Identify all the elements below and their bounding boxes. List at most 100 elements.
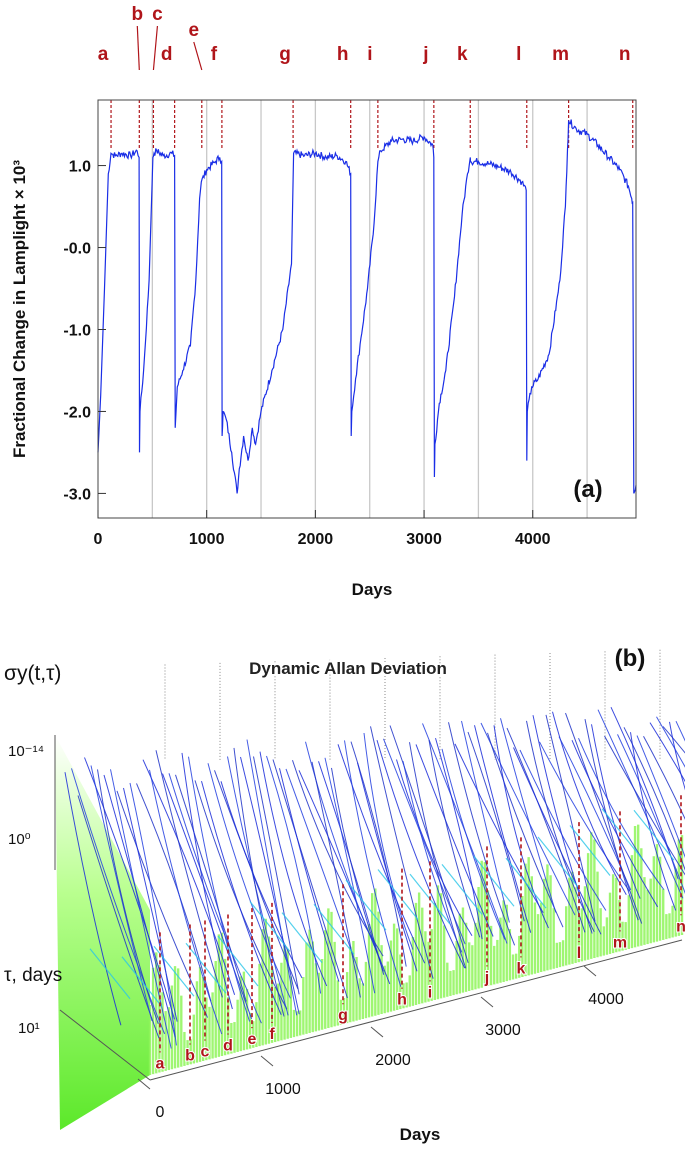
chart-b-trace-54: [415, 744, 494, 937]
chart-b-marker-label-m: m: [613, 934, 627, 951]
chart-b-trace-65: [487, 732, 564, 928]
chart-b-trace-4: [90, 765, 153, 1022]
chart-b-trace-19: [188, 756, 251, 1022]
chart-b-axes: [54, 735, 683, 1081]
chart-b-y-axis-label: τ, days: [4, 965, 62, 986]
chart-a-x-axis-label: Days: [352, 580, 393, 599]
chart-b-trace-41: [331, 767, 384, 972]
chart-b-trace-18: [181, 752, 233, 1010]
chart-b-trace-58: [441, 748, 506, 940]
chart-b-trace-82: [597, 709, 684, 899]
chart-b-cyan-6: [281, 912, 323, 964]
chart-b-trace-92: [662, 726, 685, 754]
chart-b-trace-22: [207, 763, 291, 999]
chart-b-trace-80: [584, 719, 639, 921]
chart-b-x-tick-label-3: 3000: [485, 1022, 521, 1039]
chart-b-y-axis: [59, 1009, 151, 1081]
chart-b-cyan-4: [217, 935, 259, 987]
chart-b-trace-21: [201, 780, 282, 1016]
chart-a-y-tick-label-2: -1.0: [63, 322, 91, 339]
chart-b-trace-38: [311, 761, 361, 998]
chart-b-cyan-11: [441, 864, 483, 915]
chart-b-cyan-1: [121, 956, 163, 1008]
chart-a-marker-label-g: g: [279, 44, 291, 65]
chart-b-z-axis-label: σy(t,τ): [4, 662, 61, 685]
chart-b-trace-87: [630, 732, 677, 911]
chart-b-trace-29: [253, 756, 300, 995]
chart-b-trace-13: [149, 769, 223, 1035]
chart-b-trace-52: [402, 760, 463, 953]
chart-a-marker-label-d: d: [161, 44, 173, 65]
chart-b-trace-36: [298, 770, 391, 985]
chart-b-trace-40: [324, 757, 376, 994]
chart-b-marker-label-n: n: [676, 918, 685, 935]
chart-a-y-tick-label-4: -3.0: [63, 486, 91, 503]
chart-b-trace-42: [337, 744, 426, 964]
chart-b-trace-85: [617, 734, 685, 895]
chart-b-trace-15: [162, 773, 253, 1019]
chart-b-trace-90: [649, 722, 685, 783]
chart-b-marker-label-f: f: [269, 1026, 275, 1043]
chart-b-cyan-14: [537, 836, 579, 888]
chart-b-trace-9: [123, 787, 178, 1022]
chart-b-cyan-13: [505, 857, 547, 909]
chart-a-marker-label-b: b: [131, 4, 143, 25]
chart-b-trace-0: [64, 772, 122, 1026]
chart-b-cyan-8: [345, 879, 387, 931]
chart-a-marker-leader-b: [136, 25, 140, 71]
chart-b-left-face: [55, 735, 150, 1130]
chart-b-x-tick-3: [480, 996, 494, 1008]
chart-b-trace-6: [103, 774, 176, 1038]
chart-a-marker-label-e: e: [189, 20, 200, 41]
chart-a-marker-label-a: a: [98, 44, 109, 65]
chart-b-trace-88: [636, 735, 685, 858]
chart-b-trace-66: [493, 725, 549, 929]
chart-a-marker-label-i: i: [367, 44, 372, 65]
chart-a-y-axis-label: Fractional Change in Lamplight × 10³: [10, 160, 29, 458]
chart-b-trace-63: [474, 725, 532, 933]
chart-b-title: Dynamic Allan Deviation: [249, 659, 447, 678]
chart-b-cyan-17: [633, 809, 675, 861]
chart-b-trace-27: [240, 756, 300, 1015]
chart-b-trace-49: [383, 738, 466, 945]
chart-b-trace-33: [279, 768, 340, 982]
chart-b-marker-label-i: i: [428, 984, 432, 1001]
chart-b-trace-69: [513, 747, 602, 935]
chart-a-y-tick-label-1: -0.0: [63, 241, 91, 258]
chart-b-cyan-5: [249, 901, 291, 952]
chart-b-x-tick-2: [370, 1026, 384, 1038]
chart-b-marker-label-l: l: [577, 945, 581, 962]
chart-a-y-tick-label-0: 1.0: [69, 159, 91, 176]
chart-b-trace-1: [71, 768, 166, 1035]
chart-b-trace-3: [84, 757, 175, 1020]
chart-b-cyan-7: [313, 903, 355, 955]
chart-b-x-tick-1: [260, 1055, 274, 1067]
chart-b-trace-16: [168, 773, 262, 1024]
chart-b-marker-label-k: k: [517, 960, 526, 977]
chart-b-x-tick-label-4: 4000: [588, 991, 624, 1008]
chart-b-trace-86: [623, 727, 685, 871]
chart-b-trace-62: [467, 731, 525, 922]
chart-a-marker-label-l: l: [516, 44, 521, 65]
chart-b-trace-43: [344, 740, 402, 987]
chart-b-x-axis: [149, 939, 683, 1081]
chart-a-marker-leader-e: [193, 41, 203, 71]
chart-b-trace-34: [285, 768, 365, 986]
chart-b-trace-45: [357, 762, 418, 972]
chart-a-marker-label-h: h: [337, 44, 349, 65]
chart-b-x-tick-0: [137, 1078, 151, 1090]
chart-b-trace-57: [435, 737, 483, 940]
chart-b-trace-70: [519, 749, 607, 911]
chart-b-x-axis-label: Days: [400, 1125, 441, 1144]
chart-b-marker-label-j: j: [484, 969, 489, 986]
chart-b-trace-12: [142, 759, 236, 995]
chart-b-cyan-3: [185, 942, 227, 994]
chart-b-x-tick-label-2: 2000: [375, 1052, 411, 1069]
chart-a-marker-leader-c: [152, 25, 159, 71]
chart-b-surface-traces: [64, 706, 685, 1049]
chart-a-marker-label-j: j: [422, 44, 428, 65]
chart-b-marker-label-h: h: [397, 992, 407, 1009]
chart-b-panel-label: (b): [615, 645, 646, 672]
chart-a-marker-label-f: f: [211, 44, 218, 65]
